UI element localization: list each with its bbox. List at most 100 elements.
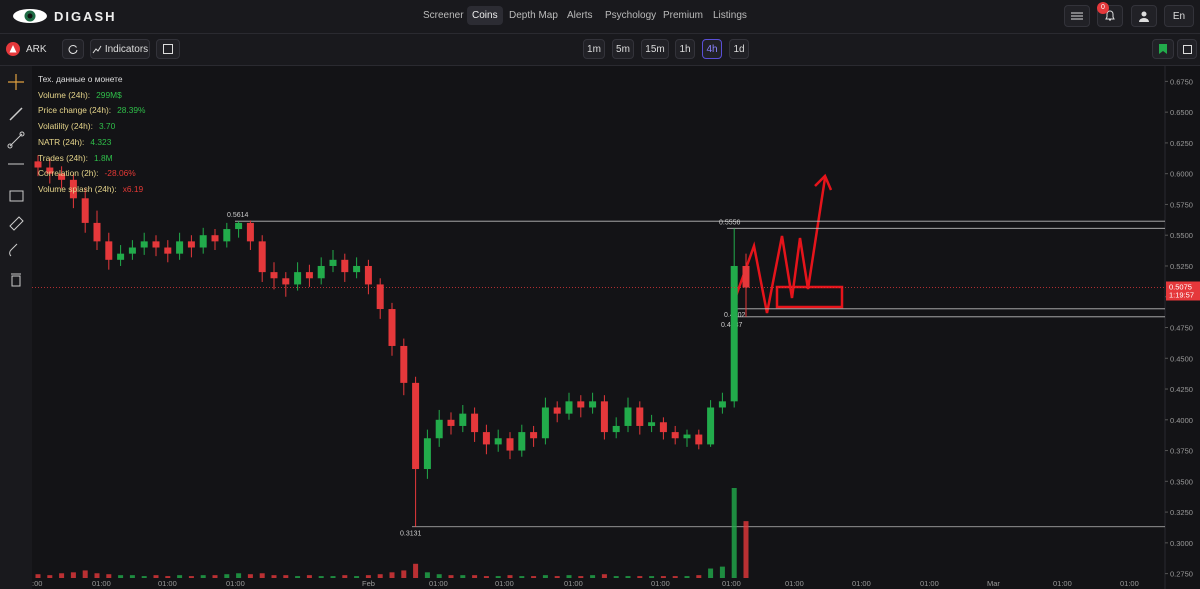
info-title: Тех. данные о монете — [38, 74, 123, 84]
stat-label: Correlation (2h): — [38, 168, 99, 179]
save-button[interactable] — [1177, 39, 1197, 59]
volume-bar — [247, 574, 253, 578]
coin-icon — [6, 42, 20, 56]
settings-button[interactable] — [1064, 5, 1090, 27]
indicators-label: Indicators — [104, 43, 149, 55]
stat-row: Volume splash (24h): x6.19 — [38, 182, 146, 198]
volume-bar — [566, 575, 572, 578]
volume-bar — [165, 576, 171, 578]
candle-body — [494, 438, 502, 445]
volume-bar — [330, 576, 336, 578]
nav-item[interactable]: Premium — [663, 10, 704, 21]
y-tick-label: 0.5500 — [1170, 231, 1193, 240]
y-tick-label: 0.4750 — [1170, 324, 1193, 333]
candle-body — [81, 198, 89, 223]
stat-label: Price change (24h): — [38, 105, 112, 116]
candle-body — [235, 222, 243, 230]
candle-body — [329, 259, 337, 266]
candle-body — [211, 235, 219, 242]
nav-item[interactable]: Psychology — [605, 10, 657, 21]
level-label: 0.5556 — [719, 219, 741, 226]
candle-body — [730, 265, 738, 402]
stat-label: Volume splash (24h): — [38, 183, 117, 194]
nav-item[interactable]: Depth Map — [509, 10, 558, 21]
candle-body — [707, 407, 715, 445]
timeframe-button[interactable]: 5m — [612, 39, 634, 59]
candle-body — [459, 413, 467, 426]
candle-body — [341, 259, 349, 273]
candle-body — [435, 419, 443, 439]
candle-body — [128, 247, 136, 254]
x-tick-label: 01:00 — [1053, 579, 1072, 588]
timeframe-button[interactable]: 1m — [583, 39, 605, 59]
refresh-button[interactable] — [62, 39, 84, 59]
volume-bar — [342, 575, 348, 578]
volume-bar — [578, 576, 584, 578]
volume-bar — [59, 573, 65, 578]
volume-bar — [377, 574, 383, 578]
volume-bar — [531, 576, 537, 578]
stat-value: 3.70 — [98, 121, 116, 132]
stat-label: NATR (24h): — [38, 136, 85, 147]
indicators-button[interactable]: Indicators — [90, 39, 150, 59]
stat-row: Volume (24h): 299M$ — [38, 88, 146, 104]
candle-body — [553, 407, 561, 414]
nav-item[interactable]: Screener — [423, 10, 464, 21]
timeframe-button[interactable]: 1d — [729, 39, 749, 59]
x-tick-label: 01:00 — [1120, 579, 1139, 588]
volume-bar — [118, 575, 124, 578]
candle-body — [187, 241, 195, 248]
x-tick-label: 01:00 — [722, 579, 741, 588]
volume-bar — [708, 568, 714, 578]
x-tick-label: 01:00 — [429, 579, 448, 588]
candle-body — [718, 401, 726, 408]
volume-bar — [129, 575, 135, 578]
level-label: 0.3131 — [400, 531, 422, 538]
candle-body — [93, 222, 101, 242]
candle-body — [412, 382, 420, 470]
y-tick-label: 0.3500 — [1170, 477, 1193, 486]
volume-bar — [660, 576, 666, 578]
notification-badge: 0 — [1097, 2, 1109, 14]
volume-bar — [696, 575, 702, 578]
volume-bar — [283, 575, 289, 578]
language-button[interactable]: En — [1164, 5, 1194, 27]
volume-bar — [684, 576, 690, 578]
stat-value: 299M$ — [96, 89, 122, 100]
nav-item[interactable]: Listings — [713, 10, 747, 21]
volume-bar — [153, 575, 159, 578]
bookmark-button[interactable] — [1152, 39, 1174, 59]
candle-body — [140, 241, 148, 248]
timeframe-button[interactable]: 4h — [702, 39, 722, 59]
candle-body — [223, 229, 231, 242]
profile-button[interactable] — [1131, 5, 1157, 27]
candle-body — [376, 284, 384, 310]
x-tick-label: 01:00 — [92, 579, 111, 588]
layout-button[interactable] — [156, 39, 180, 59]
candle-body — [506, 438, 514, 451]
candle-body — [117, 253, 125, 260]
stat-row: Price change (24h): 28.39% — [38, 103, 146, 119]
volume-bar — [554, 576, 560, 578]
symbol[interactable]: ARK — [26, 44, 47, 55]
candle-body — [671, 432, 679, 439]
candle-body — [695, 434, 703, 445]
volume-bar — [200, 575, 206, 578]
timeframe-button[interactable]: 15m — [641, 39, 669, 59]
brand[interactable]: DIGASH — [54, 9, 117, 24]
stat-value: -28.06% — [104, 168, 136, 179]
x-tick-label: Feb — [362, 579, 375, 588]
candle-body — [270, 272, 278, 279]
timeframe-button[interactable]: 1h — [675, 39, 695, 59]
volume-bar — [106, 574, 112, 578]
nav-item[interactable]: Alerts — [567, 10, 593, 21]
volume-bar — [401, 570, 407, 578]
y-tick-label: 0.6750 — [1170, 77, 1193, 86]
volume-bar — [212, 575, 218, 578]
candle-body — [600, 401, 608, 433]
volume-bar — [590, 575, 596, 578]
stat-value: x6.19 — [122, 183, 144, 194]
stat-label: Trades (24h): — [38, 152, 88, 163]
nav-item[interactable]: Coins — [467, 6, 503, 25]
